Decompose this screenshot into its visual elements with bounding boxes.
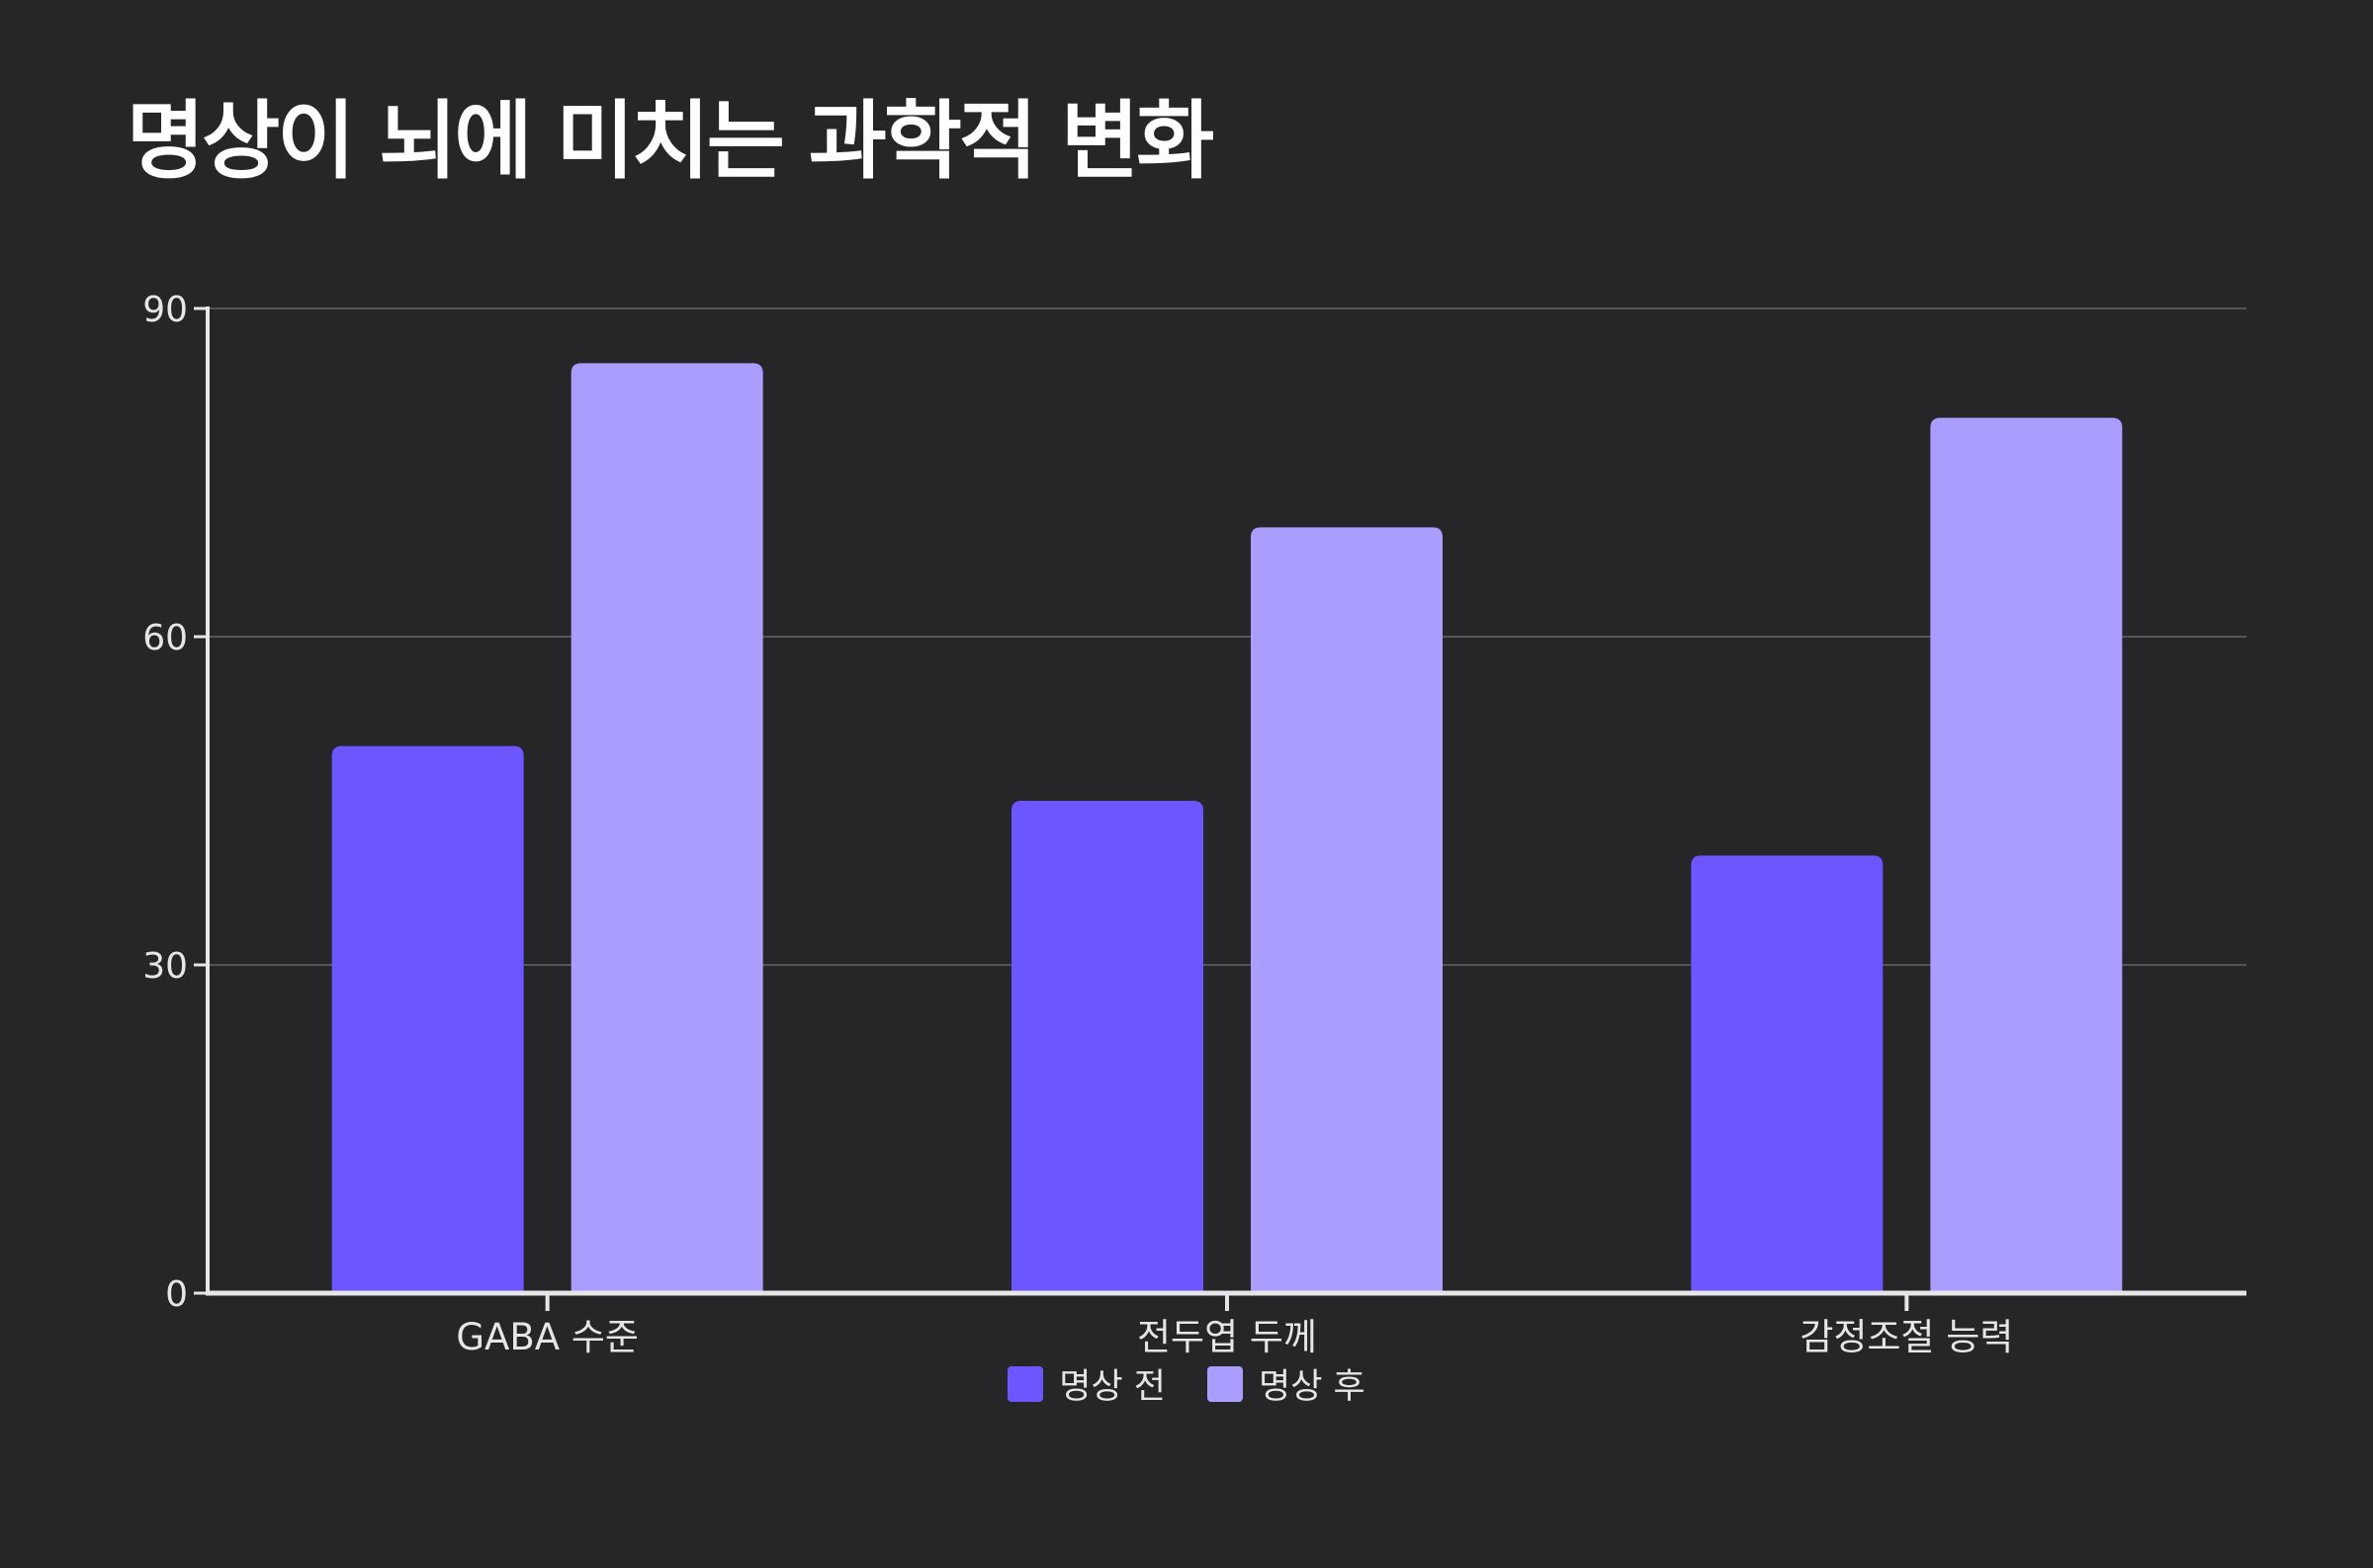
- legend-label: 명상 전: [1059, 1367, 1166, 1407]
- bar: [331, 745, 524, 1293]
- legend-item: 명상 전: [1008, 1358, 1166, 1409]
- legend-swatch: [1207, 1365, 1243, 1402]
- bar: [1930, 417, 2123, 1294]
- y-tick-label: 90: [142, 290, 188, 330]
- y-tick-label: 0: [165, 1274, 188, 1315]
- legend: 명상 전 명상 후: [0, 1358, 2373, 1409]
- x-tick-label: GABA 수준: [456, 1316, 639, 1358]
- tick-labels: 0 30 60 90 GABA 수준 전두엽 두께 감정조절 능력: [142, 290, 2013, 1358]
- bars: [331, 363, 2123, 1294]
- bar: [571, 363, 763, 1293]
- bar: [1251, 527, 1443, 1293]
- axes: [194, 306, 2246, 1311]
- x-tick-label: 전두엽 두께: [1137, 1316, 1317, 1358]
- y-tick-label: 60: [142, 618, 188, 658]
- legend-item: 명상 후: [1207, 1358, 1365, 1409]
- bar: [1011, 801, 1203, 1293]
- chart-title: 명상이 뇌에 미치는 과학적 변화: [127, 92, 1214, 191]
- grid-lines: [208, 307, 2246, 966]
- legend-swatch: [1008, 1365, 1044, 1402]
- y-tick-label: 30: [142, 946, 188, 987]
- bar: [1691, 855, 1884, 1293]
- x-tick-label: 감정조절 능력: [1800, 1316, 2013, 1358]
- legend-label: 명상 후: [1259, 1367, 1365, 1407]
